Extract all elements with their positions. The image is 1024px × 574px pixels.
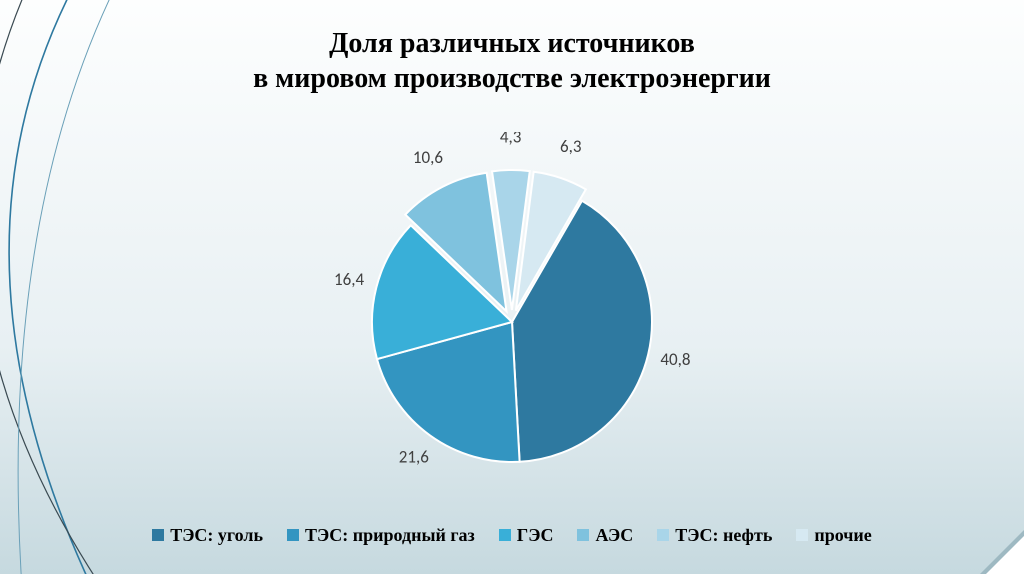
legend-label: ТЭС: нефть xyxy=(675,525,772,546)
legend-label: АЭС xyxy=(595,525,633,546)
title-line-2: в мировом производстве электроэнергии xyxy=(253,63,771,94)
legend-swatch xyxy=(796,529,808,541)
pie-label: 10,6 xyxy=(413,147,443,168)
legend-swatch xyxy=(152,529,164,541)
chart-title: Доля различных источников в мировом прои… xyxy=(0,26,1024,96)
legend-label: ТЭС: уголь xyxy=(170,525,263,546)
legend-item: АЭС xyxy=(577,525,633,546)
legend-item: ТЭС: нефть xyxy=(657,525,772,546)
pie-chart: 40,8 21,6 16,4 10,6 4,3 6,3 xyxy=(322,132,702,512)
legend-item: ГЭС xyxy=(499,525,554,546)
pie-label: 40,8 xyxy=(660,349,690,370)
legend-label: ТЭС: природный газ xyxy=(305,525,475,546)
pie-label: 21,6 xyxy=(399,446,429,467)
legend-item: ТЭС: природный газ xyxy=(287,525,475,546)
slide: Доля различных источников в мировом прои… xyxy=(0,0,1024,574)
legend-item: прочие xyxy=(796,525,871,546)
pie-label: 16,4 xyxy=(334,269,364,290)
pie-svg: 40,8 21,6 16,4 10,6 4,3 6,3 xyxy=(322,132,702,512)
legend-swatch xyxy=(577,529,589,541)
legend: ТЭС: уголь ТЭС: природный газ ГЭС АЭС ТЭС: н… xyxy=(0,525,1024,547)
corner-fold-icon xyxy=(980,530,1024,574)
legend-item: ТЭС: уголь xyxy=(152,525,263,546)
pie-label: 4,3 xyxy=(500,132,521,147)
title-line-1: Доля различных источников xyxy=(329,28,695,59)
legend-label: прочие xyxy=(814,525,871,546)
legend-label: ГЭС xyxy=(517,525,554,546)
legend-swatch xyxy=(287,529,299,541)
pie-label: 6,3 xyxy=(560,136,581,157)
legend-swatch xyxy=(657,529,669,541)
legend-swatch xyxy=(499,529,511,541)
